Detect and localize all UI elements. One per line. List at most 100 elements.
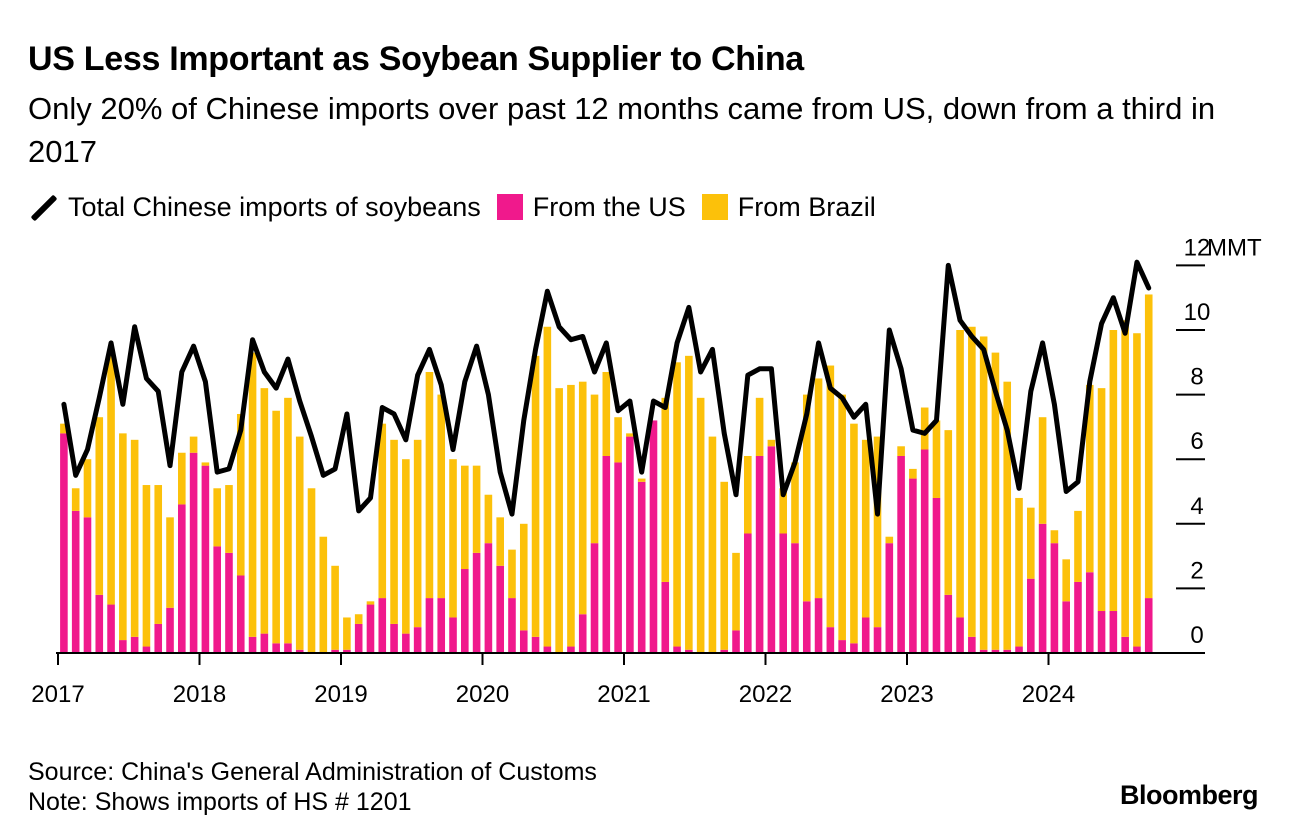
bar-brazil [449, 459, 457, 618]
bar-us [885, 543, 894, 653]
bar-brazil [567, 384, 575, 647]
bar-brazil [107, 352, 115, 605]
bar-brazil [661, 397, 670, 582]
y-tick-label: 6 [1190, 428, 1203, 455]
bar-us [850, 643, 858, 653]
bar-us [1015, 646, 1023, 653]
bar-brazil [673, 362, 681, 647]
bar-brazil [637, 478, 646, 482]
bar-us [861, 617, 870, 653]
bar-us [295, 649, 304, 653]
x-tick-label: 2023 [880, 681, 933, 708]
bar-us [979, 649, 988, 653]
bar-us [814, 598, 823, 653]
bar-brazil [248, 352, 257, 637]
x-tick-label: 2024 [1022, 681, 1075, 708]
bar-us [343, 649, 351, 653]
bar-us [1144, 598, 1153, 653]
bar-brazil [1038, 417, 1047, 524]
bar-brazil [130, 439, 139, 637]
bar-brazil [519, 523, 528, 631]
legend-item-brazil: From Brazil [701, 191, 876, 223]
bar-us [95, 594, 104, 653]
bar-us [1074, 581, 1082, 653]
bar-brazil [814, 378, 823, 599]
bar-brazil [378, 423, 387, 599]
bar-brazil [791, 462, 799, 544]
bar-brazil [307, 488, 316, 653]
bar-us [449, 617, 457, 653]
bar-brazil [1085, 384, 1094, 573]
bar-brazil [95, 417, 104, 595]
bar-us [248, 636, 257, 653]
y-tick-label: 4 [1190, 493, 1203, 520]
bar-us [1133, 646, 1141, 653]
bar-us [1085, 572, 1094, 653]
bar-us [1050, 543, 1059, 653]
bar-us [284, 643, 292, 653]
bar-us [130, 636, 139, 653]
bar-us [779, 533, 787, 653]
bar-brazil [437, 394, 446, 599]
bar-brazil [838, 394, 846, 641]
bar-us [60, 433, 68, 653]
bar-us [166, 607, 174, 653]
bar-us [991, 649, 1000, 653]
bar-us [590, 543, 599, 653]
bar-us [897, 455, 905, 653]
bar-brazil [991, 352, 1000, 650]
legend-label-brazil: From Brazil [737, 191, 876, 222]
bar-us [649, 420, 658, 653]
bar-brazil [555, 388, 563, 653]
bar-brazil [885, 536, 894, 544]
bar-brazil [626, 433, 634, 437]
bar-brazil [119, 433, 127, 641]
bar-us [732, 630, 740, 653]
bar-us [614, 462, 622, 653]
bar-us [1097, 611, 1106, 653]
y-tick-label: 10 [1184, 299, 1211, 326]
bar-brazil [826, 365, 835, 628]
bar-us [755, 455, 764, 653]
bar-brazil [390, 439, 398, 624]
bar-brazil [402, 459, 410, 634]
bar-brazil [425, 371, 434, 599]
bar-brazil [154, 485, 163, 624]
x-tick-label: 2022 [739, 681, 792, 708]
bar-brazil [1027, 507, 1035, 579]
bar-us [508, 598, 516, 653]
bar-us [366, 604, 375, 653]
bar-brazil [413, 439, 422, 628]
bar-brazil [531, 355, 540, 637]
bar-us [744, 533, 752, 653]
bar-us [142, 646, 151, 653]
bar-brazil [920, 407, 929, 450]
bar-us [602, 455, 611, 653]
bar-brazil [744, 455, 752, 534]
bar-us [461, 569, 469, 653]
bar-brazil [543, 326, 552, 647]
legend-item-us: From the US [496, 192, 686, 223]
bar-brazil [189, 436, 198, 453]
bar-brazil [319, 536, 328, 653]
bar-brazil [732, 552, 740, 631]
legend: Total Chinese imports of soybeans From t… [30, 190, 892, 224]
bar-us [1027, 578, 1035, 653]
bar-brazil [590, 394, 599, 544]
bar-brazil [708, 436, 717, 653]
bar-brazil [461, 465, 469, 570]
bar-brazil [1144, 294, 1153, 599]
bar-us [968, 636, 976, 653]
bar-us [472, 552, 481, 653]
legend-swatch-brazil [701, 194, 728, 220]
bar-brazil [685, 355, 693, 650]
bar-brazil [779, 488, 787, 534]
bar-brazil [472, 465, 481, 553]
bar-us [154, 623, 163, 653]
bar-us [496, 565, 504, 653]
bar-brazil [213, 488, 221, 547]
bar-brazil [1074, 510, 1082, 582]
bar-brazil [272, 410, 280, 644]
bar-us [543, 646, 552, 653]
bar-brazil [802, 394, 811, 602]
